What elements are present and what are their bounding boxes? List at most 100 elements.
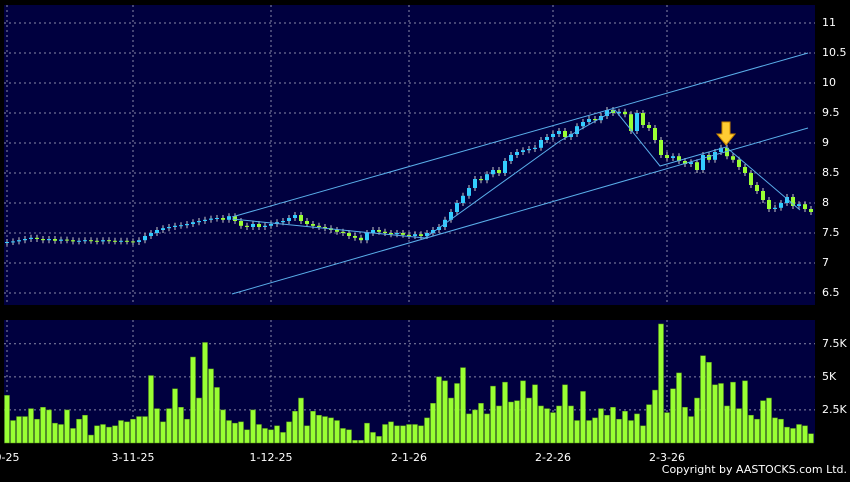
candle-body [293, 215, 297, 218]
volume-bar [16, 416, 22, 444]
candle-body [683, 161, 687, 164]
volume-bar [340, 428, 346, 444]
candle-body [11, 241, 15, 243]
volume-bar [766, 397, 772, 444]
candle-body [359, 237, 363, 241]
candle-body [719, 147, 723, 152]
candle-body [431, 230, 435, 233]
candle-body [197, 221, 201, 223]
candle-body [491, 170, 495, 175]
y-tick-label: 11 [822, 16, 836, 29]
candle-body [797, 204, 801, 206]
candle-body [65, 239, 69, 241]
volume-bar [706, 362, 712, 444]
candle-body [113, 240, 117, 242]
volume-bar [424, 417, 430, 444]
volume-bar [376, 436, 382, 444]
candle-body [461, 195, 465, 203]
candle-body [581, 122, 585, 127]
volume-bar [532, 384, 538, 444]
volume-bar [100, 424, 106, 444]
candle-body [317, 225, 321, 227]
candle-body [605, 110, 609, 116]
candle-body [53, 239, 57, 241]
volume-bar [118, 420, 124, 444]
candle-body [671, 156, 675, 158]
candle-body [557, 131, 561, 134]
candle-body [179, 225, 183, 227]
candle-body [83, 240, 87, 242]
candle-body [533, 147, 537, 149]
y-tick-label: 8.5 [822, 166, 840, 179]
volume-bar [280, 432, 286, 444]
volume-bar [382, 424, 388, 444]
y-tick-label: 9 [822, 136, 829, 149]
volume-bar [664, 412, 670, 444]
volume-bar [796, 424, 802, 444]
volume-tick-label: 7.5K [822, 337, 847, 350]
candle-body [419, 234, 423, 236]
candle-body [713, 152, 717, 160]
volume-bar [580, 391, 586, 444]
y-tick-label: 7 [822, 256, 829, 269]
volume-bar [292, 411, 298, 444]
volume-bar [634, 413, 640, 444]
candle-body [341, 231, 345, 233]
trend-line [231, 127, 809, 295]
volume-bar [232, 422, 238, 444]
volume-bar [778, 418, 784, 444]
candle-body [155, 230, 159, 233]
candle-body [617, 111, 621, 113]
candle-body [5, 242, 9, 243]
volume-bar [106, 426, 112, 444]
volume-bar [346, 429, 352, 444]
candle-body [509, 155, 513, 161]
candle-body [653, 128, 657, 140]
volume-bar [112, 425, 118, 444]
volume-bar [94, 425, 100, 444]
volume-bar [730, 381, 736, 444]
candle-body [185, 224, 189, 226]
volume-bar [136, 416, 142, 444]
volume-bar [76, 418, 82, 444]
candle-body [263, 225, 267, 227]
candle-body [233, 216, 237, 221]
candle-body [203, 219, 207, 221]
trend-line [231, 52, 809, 218]
volume-bar [658, 323, 664, 444]
candle-body [503, 161, 507, 173]
candle-body [455, 203, 459, 212]
volume-bar [148, 375, 154, 444]
volume-bar [592, 417, 598, 444]
volume-bar [202, 342, 208, 444]
volume-bar [304, 425, 310, 444]
volume-tick-label: 5K [822, 370, 837, 383]
volume-bar [604, 414, 610, 444]
candle-body [227, 216, 231, 220]
volume-bar [322, 416, 328, 444]
candle-body [647, 125, 651, 128]
copyright: Copyright by AASTOCKS.com Ltd. [662, 463, 847, 476]
candle-body [725, 147, 729, 157]
candle-body [95, 240, 99, 242]
volume-bar [40, 407, 46, 444]
volume-bar [568, 405, 574, 444]
volume-bar [676, 372, 682, 444]
y-tick-label: 10.5 [822, 46, 847, 59]
volume-bar [772, 417, 778, 444]
candle-body [749, 173, 753, 185]
candle-body [677, 156, 681, 161]
volume-bar [598, 408, 604, 444]
volume-bar [184, 418, 190, 444]
volume-bar [670, 388, 676, 444]
volume-bar [166, 408, 172, 444]
volume-bar [694, 397, 700, 444]
volume-bar [526, 397, 532, 444]
volume-bar [124, 421, 130, 444]
candle-body [629, 114, 633, 131]
volume-bar [286, 421, 292, 444]
candle-body [365, 233, 369, 241]
x-tick-label: 0-25 [0, 451, 19, 464]
volume-bar [334, 420, 340, 444]
volume-bar [88, 434, 94, 444]
